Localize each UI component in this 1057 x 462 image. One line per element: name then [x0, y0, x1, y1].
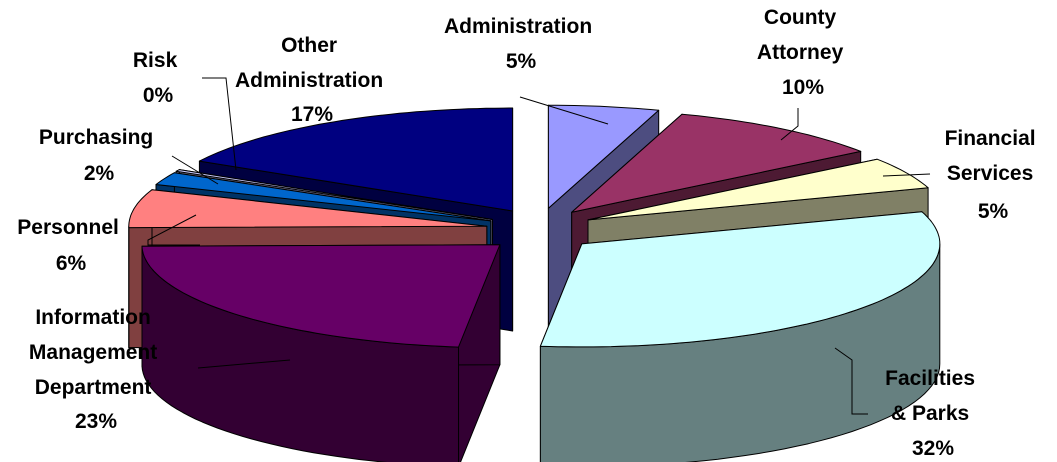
label-line: Information [35, 306, 151, 329]
value-label: 2% [84, 162, 115, 185]
label-line: Administration [444, 15, 592, 38]
leader-line-financial-services [882, 173, 931, 177]
label-line: Purchasing [39, 126, 153, 149]
slice-facilities-parks [539, 211, 941, 462]
slice-information-management-department [141, 244, 501, 462]
pie-slices [128, 104, 941, 462]
slice-label-facilities-parks: Facilities & Parks 32% [885, 367, 981, 460]
leader-line-county-attorney [780, 108, 799, 141]
leader-line-administration [519, 96, 609, 125]
value-label: 6% [56, 252, 87, 275]
value-label: 10% [782, 76, 824, 99]
slice-top [539, 211, 941, 348]
slice-top [175, 169, 493, 220]
value-label: 17% [291, 103, 333, 126]
slice-top [571, 113, 862, 213]
slice-top [198, 107, 514, 212]
leader-line-purchasing [171, 155, 219, 185]
label-line: County [764, 6, 837, 29]
label-line: Risk [133, 49, 178, 72]
slice-label-other-administration: Other Administration 17% [235, 34, 389, 126]
slice-label-risk: Risk 0% [133, 49, 183, 107]
value-label: 0% [143, 84, 174, 107]
leader-line-facilities-parks [834, 347, 868, 415]
slice-top [128, 189, 488, 229]
slice-top [155, 172, 492, 222]
label-line: Administration [235, 69, 383, 92]
leader-line-information-management [197, 359, 291, 369]
label-line: & Parks [891, 402, 969, 425]
slice-label-personnel: Personnel 6% [17, 216, 124, 275]
slice-label-information-management: Information Management Department 23% [29, 306, 163, 433]
label-line: Other [281, 34, 337, 57]
slice-label-financial-services: Financial Services 5% [945, 127, 1042, 223]
label-line: Department [35, 376, 152, 399]
label-line: Attorney [757, 41, 844, 64]
slice-label-administration: Administration 5% [444, 15, 598, 73]
value-label: 5% [506, 50, 537, 73]
slice-top [587, 158, 929, 221]
value-label: 32% [912, 437, 954, 460]
slice-label-purchasing: Purchasing 2% [39, 126, 159, 185]
slice-top [141, 244, 501, 348]
label-line: Services [947, 162, 1033, 185]
leader-line-risk [202, 77, 237, 171]
label-line: Financial [945, 127, 1036, 150]
label-line: Management [29, 341, 157, 364]
leader-lines [147, 77, 931, 415]
slice-labels: Administration 5% County Attorney 10% Fi… [17, 6, 1042, 460]
value-label: 5% [978, 200, 1009, 223]
slice-top [547, 104, 660, 209]
leader-line-personnel [147, 214, 200, 246]
label-line: Facilities [885, 367, 975, 390]
label-line: Personnel [17, 216, 119, 239]
slice-label-county-attorney: County Attorney 10% [757, 6, 849, 99]
value-label: 23% [75, 410, 117, 433]
